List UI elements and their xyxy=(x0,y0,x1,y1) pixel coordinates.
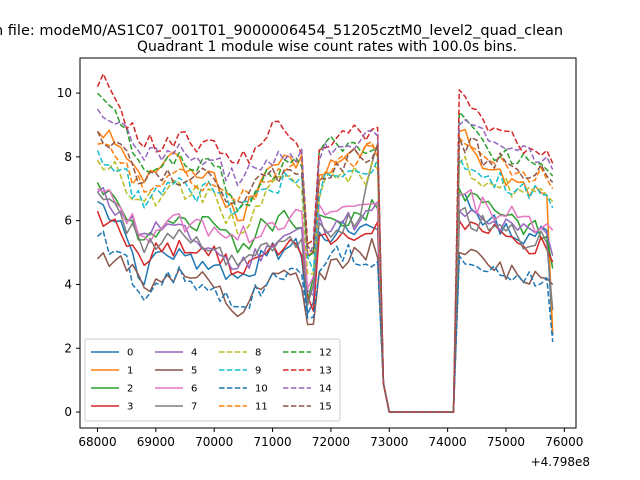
x-tick-label: 75000 xyxy=(487,435,525,449)
legend-label-0: 0 xyxy=(127,348,133,359)
legend-label-2: 2 xyxy=(127,384,133,395)
x-tick-label: 69000 xyxy=(137,435,175,449)
x-tick-label: 76000 xyxy=(545,435,583,449)
legend-label-1: 1 xyxy=(127,366,133,377)
series-line-12 xyxy=(96,92,554,413)
series-line-2 xyxy=(96,182,554,413)
chart-title: Quadrant 1 module wise count rates with … xyxy=(137,39,517,55)
legend-label-13: 13 xyxy=(319,366,332,377)
legend-label-15: 15 xyxy=(319,402,332,413)
y-tick-label: 10 xyxy=(57,86,72,100)
series-line-9 xyxy=(96,150,554,413)
x-tick-label: 68000 xyxy=(78,435,116,449)
plot-frame xyxy=(79,57,577,429)
series-line-11 xyxy=(97,136,554,413)
legend-label-11: 11 xyxy=(255,402,268,413)
x-tick-label: 72000 xyxy=(312,435,350,449)
legend-label-12: 12 xyxy=(319,348,332,359)
legend-label-4: 4 xyxy=(191,348,197,359)
series-line-15 xyxy=(96,131,554,413)
y-tick-label: 4 xyxy=(64,277,72,291)
y-tick-label: 0 xyxy=(64,405,72,419)
x-tick-label: 73000 xyxy=(370,435,408,449)
series-line-3 xyxy=(96,210,554,413)
legend-label-5: 5 xyxy=(191,366,197,377)
series-line-6 xyxy=(97,188,554,413)
y-axis: 0 2 4 6 8 10 xyxy=(57,86,80,419)
y-tick-label: 2 xyxy=(64,341,72,355)
legend-label-10: 10 xyxy=(255,384,268,395)
series-line-8 xyxy=(96,155,554,413)
series-line-13 xyxy=(96,73,554,413)
x-tick-label: 71000 xyxy=(253,435,291,449)
x-axis: 68000 69000 70000 71000 72000 73000 74000 75000… xyxy=(78,428,583,449)
legend-label-8: 8 xyxy=(255,348,261,359)
x-tick-label: 74000 xyxy=(429,435,467,449)
x-axis-offset-label: +4.798e8 xyxy=(531,455,590,469)
series-line-7 xyxy=(96,142,554,413)
legend-label-3: 3 xyxy=(127,402,133,413)
legend-label-9: 9 xyxy=(255,366,261,377)
y-tick-label: 6 xyxy=(64,214,72,228)
x-tick-label: 70000 xyxy=(195,435,233,449)
legend-label-6: 6 xyxy=(191,384,197,395)
legend-label-14: 14 xyxy=(319,384,332,395)
y-tick-label: 8 xyxy=(64,150,72,164)
plot-lines xyxy=(96,73,554,413)
figure-suptitle: n file: modeM0/AS1C07_001T01_9000006454_… xyxy=(0,23,563,39)
legend-label-7: 7 xyxy=(191,402,197,413)
legend-frame xyxy=(84,338,341,422)
series-line-14 xyxy=(96,108,554,413)
series-line-10 xyxy=(96,230,554,413)
